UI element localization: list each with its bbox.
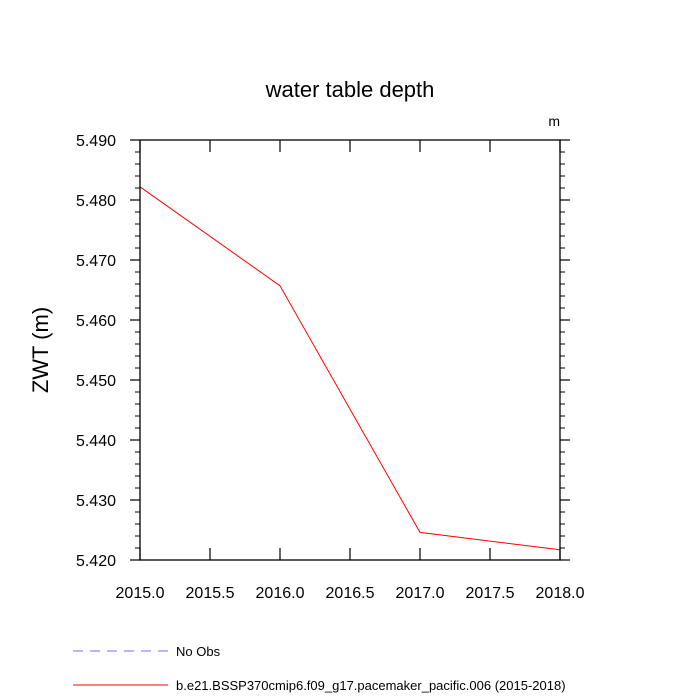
y-tick-label: 5.480 (76, 193, 116, 210)
x-tick-label: 2015.0 (116, 585, 165, 602)
y-tick-label: 5.490 (76, 133, 116, 150)
x-tick-label: 2015.5 (186, 585, 235, 602)
x-tick-label: 2017.0 (396, 585, 445, 602)
y-tick-label: 5.450 (76, 373, 116, 390)
series-line-0 (139, 186, 561, 551)
legend-label-model: b.e21.BSSP370cmip6.f09_g17.pacemaker_pac… (176, 678, 566, 693)
plot-frame (139, 139, 561, 561)
major-ticks (130, 139, 570, 561)
series-layer (139, 186, 561, 551)
x-tick-label: 2017.5 (466, 585, 515, 602)
y-tick-label: 5.440 (76, 433, 116, 450)
x-tick-label: 2016.5 (326, 585, 375, 602)
x-tick-labels: 2015.0 2015.5 2016.0 2016.5 2017.0 2017.5 2018… (116, 585, 585, 602)
units-label: m (548, 113, 560, 129)
x-tick-label: 2016.0 (256, 585, 305, 602)
y-tick-label: 5.470 (76, 253, 116, 270)
chart-title: water table depth (265, 77, 435, 102)
legend-label-no-obs: No Obs (176, 644, 221, 659)
y-tick-label: 5.420 (76, 553, 116, 570)
minor-ticks (135, 151, 565, 549)
y-tick-label: 5.430 (76, 493, 116, 510)
y-tick-labels: 5.420 5.430 5.440 5.450 5.460 5.470 5.480 5.490 (76, 133, 116, 570)
y-axis-label: ZWT (m) (28, 307, 53, 393)
x-tick-label: 2018.0 (536, 585, 585, 602)
y-tick-label: 5.460 (76, 313, 116, 330)
